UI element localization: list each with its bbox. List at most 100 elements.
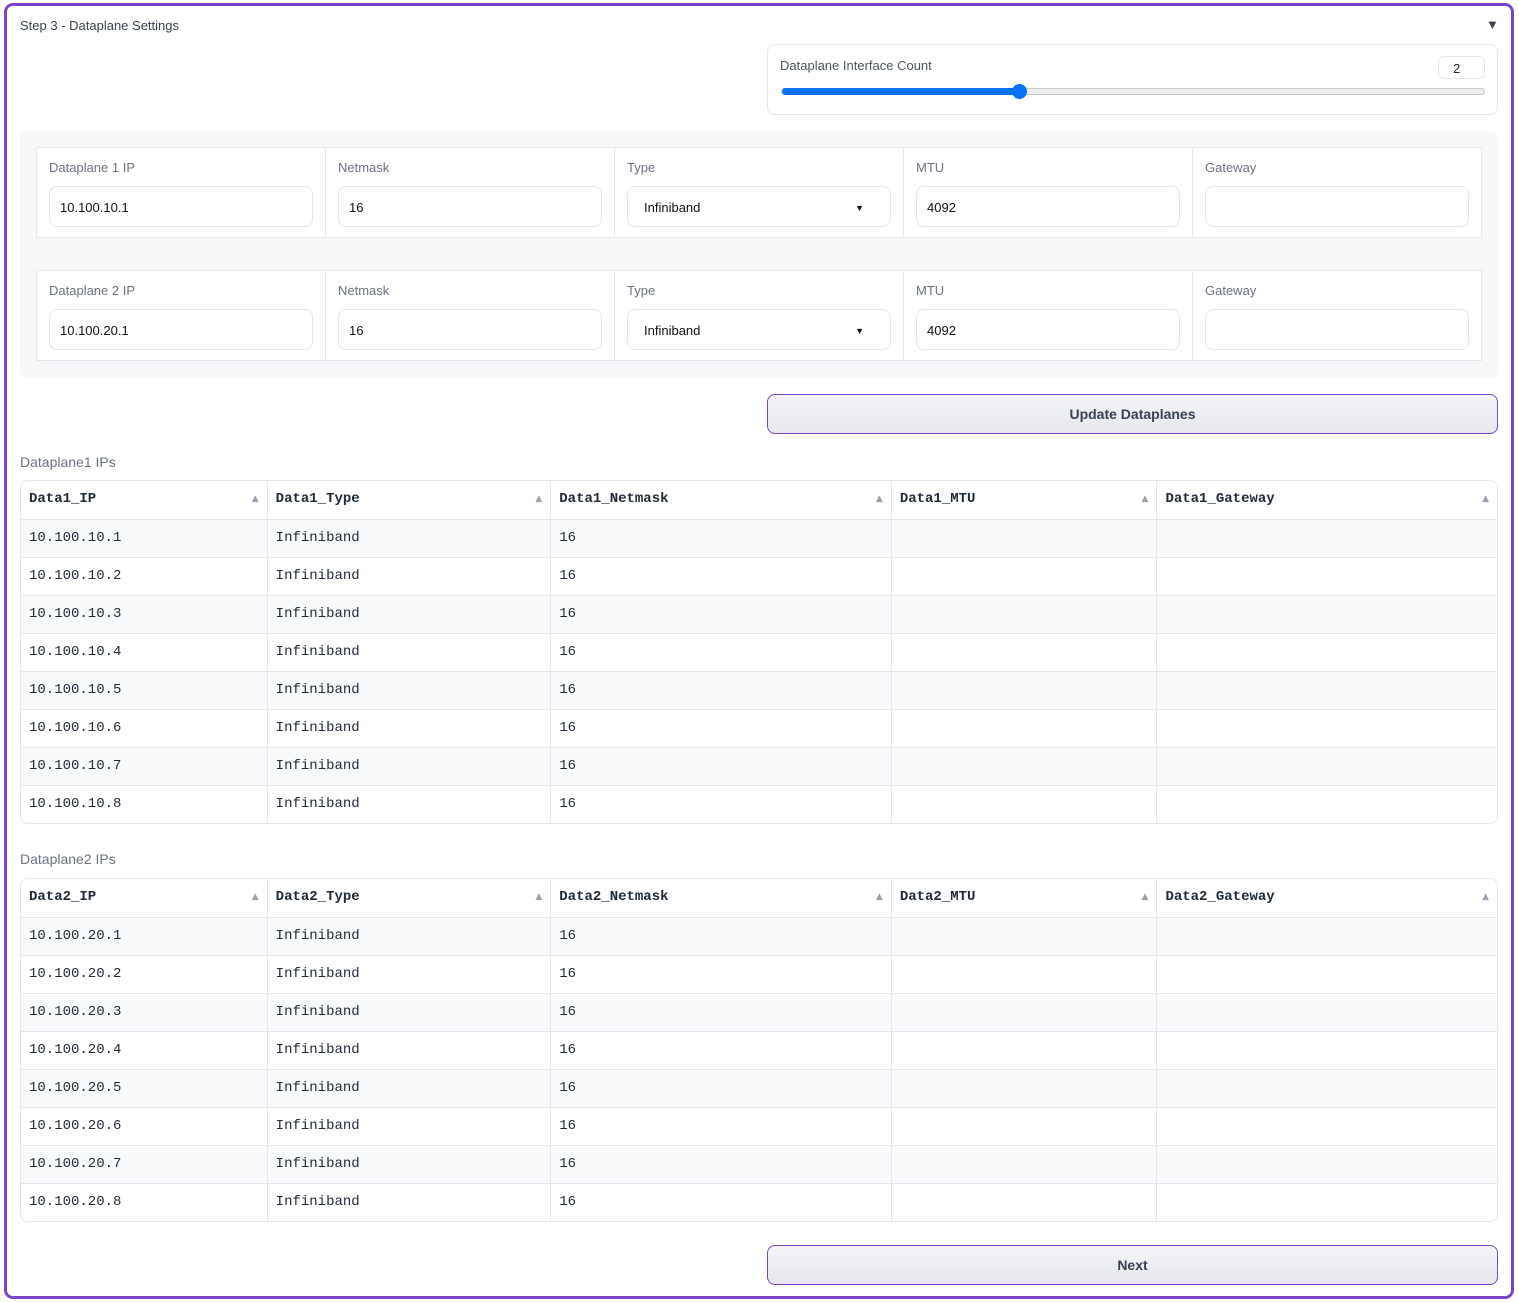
table-cell[interactable] [890,1070,1157,1107]
table-cell[interactable] [1156,520,1497,557]
column-header[interactable]: Data1_Gateway ▲ [1156,481,1497,519]
sort-ascending-icon[interactable]: ▲ [1482,892,1489,902]
table-row[interactable]: 10.100.20.4 Infiniband 16 [21,1031,1497,1069]
column-header[interactable]: Data2_Netmask ▲ [550,879,891,917]
table-cell[interactable]: 16 [550,596,891,633]
table-cell[interactable] [1156,596,1497,633]
table-cell[interactable] [1156,748,1497,785]
column-header[interactable]: Data2_IP ▲ [21,879,267,917]
table-row[interactable]: 10.100.20.2 Infiniband 16 [21,955,1497,993]
table-cell[interactable] [1156,918,1497,955]
table-cell[interactable]: 16 [550,634,891,671]
dataplane-1-type-select[interactable]: Infiniband ▼ [627,186,891,227]
table-cell[interactable] [890,786,1157,823]
table-cell[interactable]: 10.100.10.5 [29,682,122,698]
table-row[interactable]: 10.100.20.3 Infiniband 16 [21,993,1497,1031]
table-cell[interactable] [1156,1032,1497,1069]
dataplane-2-type-select[interactable]: Infiniband ▼ [627,309,891,350]
table-row[interactable]: 10.100.10.6 Infiniband 16 [21,709,1497,747]
table-cell[interactable] [1156,994,1497,1031]
column-header[interactable]: Data1_Netmask ▲ [550,481,891,519]
table-cell[interactable] [890,634,1157,671]
table-cell[interactable]: 10.100.10.6 [29,720,122,736]
table-cell[interactable]: 16 [550,1146,891,1183]
table-cell[interactable]: 16 [550,1108,891,1145]
table-cell[interactable]: 10.100.20.4 [29,1042,122,1058]
column-header[interactable]: Data2_Type ▲ [266,879,551,917]
table-cell[interactable]: Infiniband [266,596,551,633]
table-cell[interactable]: 16 [550,558,891,595]
table-cell[interactable]: 16 [550,786,891,823]
sort-ascending-icon[interactable]: ▲ [1482,494,1489,504]
table-cell[interactable] [890,596,1157,633]
table-row[interactable]: 10.100.10.4 Infiniband 16 [21,633,1497,671]
table-row[interactable]: 10.100.10.8 Infiniband 16 [21,785,1497,823]
table-cell[interactable]: 10.100.20.8 [29,1194,122,1210]
table-cell[interactable] [890,520,1157,557]
sort-ascending-icon[interactable]: ▲ [535,494,543,504]
table-row[interactable]: 10.100.10.7 Infiniband 16 [21,747,1497,785]
table-cell[interactable]: 10.100.20.1 [29,928,122,944]
slider-thumb[interactable] [1011,84,1027,99]
dataplane-1-mtu-input[interactable]: 4092 [916,186,1180,227]
sort-ascending-icon[interactable]: ▲ [251,494,259,504]
table-row[interactable]: 10.100.20.5 Infiniband 16 [21,1069,1497,1107]
sort-ascending-icon[interactable]: ▲ [875,892,883,902]
column-header[interactable]: Data1_IP ▲ [21,481,267,519]
dataplane-2-netmask-input[interactable]: 16 [338,309,602,350]
table-cell[interactable]: 10.100.10.7 [29,758,122,774]
table-row[interactable]: 10.100.20.6 Infiniband 16 [21,1107,1497,1145]
table-cell[interactable] [1156,672,1497,709]
table-cell[interactable] [1156,634,1497,671]
table-cell[interactable] [1156,558,1497,595]
table-cell[interactable]: Infiniband [266,520,551,557]
table-cell[interactable] [890,1146,1157,1183]
table-cell[interactable] [890,956,1157,993]
table-cell[interactable]: 10.100.10.1 [29,530,122,546]
interface-count-input[interactable]: 2 [1438,56,1485,79]
table-cell[interactable] [1156,956,1497,993]
table-cell[interactable]: Infiniband [266,1146,551,1183]
table-cell[interactable] [1156,1146,1497,1183]
column-header[interactable]: Data2_MTU ▲ [890,879,1157,917]
table-cell[interactable] [890,1184,1157,1221]
table-cell[interactable]: Infiniband [266,994,551,1031]
table-cell[interactable]: 16 [550,1032,891,1069]
dataplane-1-gateway-input[interactable] [1205,186,1469,227]
sort-ascending-icon[interactable]: ▲ [875,494,883,504]
table-cell[interactable]: 16 [550,994,891,1031]
sort-ascending-icon[interactable]: ▲ [535,892,543,902]
table-cell[interactable] [890,1108,1157,1145]
table-cell[interactable]: 10.100.20.5 [29,1080,122,1096]
table-row[interactable]: 10.100.20.7 Infiniband 16 [21,1145,1497,1183]
collapse-triangle-icon[interactable]: ▼ [1486,17,1499,32]
table-cell[interactable] [890,672,1157,709]
table-row[interactable]: 10.100.20.8 Infiniband 16 [21,1183,1497,1221]
table-cell[interactable] [890,1032,1157,1069]
table-cell[interactable]: Infiniband [266,672,551,709]
column-header[interactable]: Data1_MTU ▲ [890,481,1157,519]
table-cell[interactable]: 16 [550,748,891,785]
table-cell[interactable]: Infiniband [266,918,551,955]
table-cell[interactable]: Infiniband [266,1032,551,1069]
dataplane-1-ip-input[interactable]: 10.100.10.1 [49,186,313,227]
interface-count-slider[interactable] [781,84,1485,99]
table-cell[interactable]: Infiniband [266,634,551,671]
table-cell[interactable] [890,558,1157,595]
table-cell[interactable]: 16 [550,956,891,993]
dataplane-2-gateway-input[interactable] [1205,309,1469,350]
table-cell[interactable]: 16 [550,672,891,709]
table-cell[interactable]: 16 [550,1070,891,1107]
table-cell[interactable]: 10.100.20.3 [29,1004,122,1020]
table-cell[interactable]: Infiniband [266,1070,551,1107]
update-dataplanes-button[interactable]: Update Dataplanes [767,394,1498,434]
table-cell[interactable]: 16 [550,520,891,557]
table-cell[interactable]: 10.100.10.8 [29,796,122,812]
table-row[interactable]: 10.100.10.3 Infiniband 16 [21,595,1497,633]
table-cell[interactable]: 10.100.20.7 [29,1156,122,1172]
table-cell[interactable] [1156,710,1497,747]
table-cell[interactable] [890,710,1157,747]
table-cell[interactable]: 10.100.10.2 [29,568,122,584]
table-cell[interactable] [890,918,1157,955]
table-cell[interactable]: 16 [550,918,891,955]
